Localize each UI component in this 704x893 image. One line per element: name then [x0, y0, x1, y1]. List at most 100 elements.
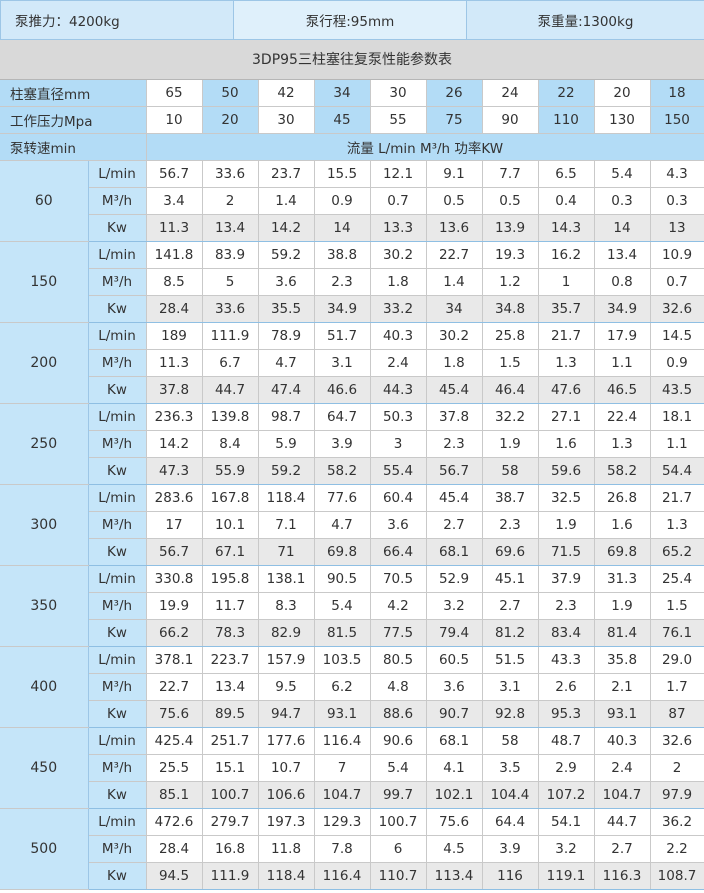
unit-label: L/min	[88, 403, 147, 431]
data-cell: 37.8	[146, 376, 203, 404]
data-cell: 56.7	[146, 538, 203, 566]
data-cell: 79.4	[426, 619, 483, 647]
speed-value: 250	[0, 403, 89, 485]
data-cell: 1.9	[594, 592, 651, 620]
data-cell: 5.4	[594, 160, 651, 188]
data-cell: 103.5	[314, 646, 371, 674]
data-cell: 1.6	[538, 430, 595, 458]
data-cell: 116.3	[594, 862, 651, 890]
data-cell: 6.5	[538, 160, 595, 188]
data-cell: 19.3	[482, 241, 539, 269]
data-cell: 43.3	[538, 646, 595, 674]
data-cell: 11.7	[202, 592, 259, 620]
data-cell: 17.9	[594, 322, 651, 350]
data-cell: 1.3	[650, 511, 704, 539]
data-cell: 2.2	[650, 835, 704, 863]
pressure-value: 55	[370, 106, 427, 134]
data-cell: 34.8	[482, 295, 539, 323]
data-cell: 104.4	[482, 781, 539, 809]
table-row: 150 L/min 141.8 83.9 59.2 38.8 30.2 22.7 19.3 16.…	[0, 241, 704, 323]
data-cell: 78.3	[202, 619, 259, 647]
data-cell: 4.5	[426, 835, 483, 863]
data-cell: 85.1	[146, 781, 203, 809]
data-cell: 13	[650, 214, 704, 242]
data-cell: 116.4	[314, 862, 371, 890]
data-cell: 59.2	[258, 241, 315, 269]
data-cell: 7.8	[314, 835, 371, 863]
table-row: 450 L/min 425.4 251.7 177.6 116.4 90.6 68.1 58 48…	[0, 727, 704, 809]
data-cell: 1.3	[538, 349, 595, 377]
unit-label: M³/h	[88, 268, 147, 296]
data-cell: 64.4	[482, 808, 539, 836]
unit-label: L/min	[88, 241, 147, 269]
data-cell: 2.4	[594, 754, 651, 782]
data-cell: 66.4	[370, 538, 427, 566]
unit-label: Kw	[88, 295, 147, 323]
table-row: 60 L/min 56.7 33.6 23.7 15.5 12.1 9.1 7.7 6.5 5.4 4…	[0, 160, 704, 242]
data-cell: 4.7	[314, 511, 371, 539]
table-row: Kw 94.5 111.9 118.4 116.4 110.7 113.4 116 119.1 1…	[0, 862, 704, 890]
diameter-label: 柱塞直径mm	[0, 80, 147, 107]
data-cell: 45.4	[426, 376, 483, 404]
data-cell: 2	[650, 754, 704, 782]
pressure-label: 工作压力Mpa	[0, 106, 147, 134]
table-row: Kw 28.4 33.6 35.5 34.9 33.2 34 34.8 35.7 34.9 32.6	[0, 295, 704, 323]
data-cell: 330.8	[146, 565, 203, 593]
data-cell: 472.6	[146, 808, 203, 836]
data-cell: 14	[594, 214, 651, 242]
table-row: M³/h 3.4 2 1.4 0.9 0.7 0.5 0.5 0.4 0.3 0.3	[0, 187, 704, 215]
data-cell: 51.7	[314, 322, 371, 350]
data-cell: 32.5	[538, 484, 595, 512]
data-cell: 223.7	[202, 646, 259, 674]
data-cell: 8.4	[202, 430, 259, 458]
data-cell: 3.1	[314, 349, 371, 377]
data-cell: 10.1	[202, 511, 259, 539]
data-cell: 279.7	[202, 808, 259, 836]
data-cell: 7	[314, 754, 371, 782]
data-cell: 69.8	[594, 538, 651, 566]
data-cell: 22.7	[146, 673, 203, 701]
data-cell: 16.8	[202, 835, 259, 863]
data-cell: 283.6	[146, 484, 203, 512]
data-cell: 40.3	[594, 727, 651, 755]
data-cell: 104.7	[594, 781, 651, 809]
data-cell: 14	[314, 214, 371, 242]
data-cell: 34.9	[314, 295, 371, 323]
data-cell: 1.8	[370, 268, 427, 296]
units-note: 流量 L/min M³/h 功率KW	[146, 133, 704, 161]
data-cell: 2.7	[594, 835, 651, 863]
diameter-value: 30	[370, 80, 427, 107]
data-cell: 55.4	[370, 457, 427, 485]
unit-label: M³/h	[88, 349, 147, 377]
table-row: 350 L/min 330.8 195.8 138.1 90.5 70.5 52.9 45.1 3…	[0, 565, 704, 647]
data-cell: 68.1	[426, 727, 483, 755]
unit-label: M³/h	[88, 835, 147, 863]
data-cell: 93.1	[594, 700, 651, 728]
data-cell: 2.3	[482, 511, 539, 539]
data-cell: 4.3	[650, 160, 704, 188]
data-cell: 75.6	[146, 700, 203, 728]
pressure-value: 45	[314, 106, 371, 134]
data-cell: 89.5	[202, 700, 259, 728]
data-cell: 11.8	[258, 835, 315, 863]
unit-label: Kw	[88, 214, 147, 242]
data-cell: 25.5	[146, 754, 203, 782]
data-cell: 2.3	[314, 268, 371, 296]
pressure-value: 30	[258, 106, 315, 134]
data-cell: 13.4	[202, 214, 259, 242]
data-cell: 3	[370, 430, 427, 458]
data-cell: 81.5	[314, 619, 371, 647]
pressure-value: 110	[538, 106, 595, 134]
data-cell: 0.4	[538, 187, 595, 215]
data-cell: 99.7	[370, 781, 427, 809]
data-cell: 90.5	[314, 565, 371, 593]
data-cell: 33.6	[202, 160, 259, 188]
data-cell: 139.8	[202, 403, 259, 431]
data-cell: 37.9	[538, 565, 595, 593]
data-cell: 36.2	[650, 808, 704, 836]
table-row: Kw 85.1 100.7 106.6 104.7 99.7 102.1 104.4 107.2…	[0, 781, 704, 809]
data-cell: 22.7	[426, 241, 483, 269]
data-cell: 5	[202, 268, 259, 296]
data-cell: 138.1	[258, 565, 315, 593]
data-cell: 3.5	[482, 754, 539, 782]
